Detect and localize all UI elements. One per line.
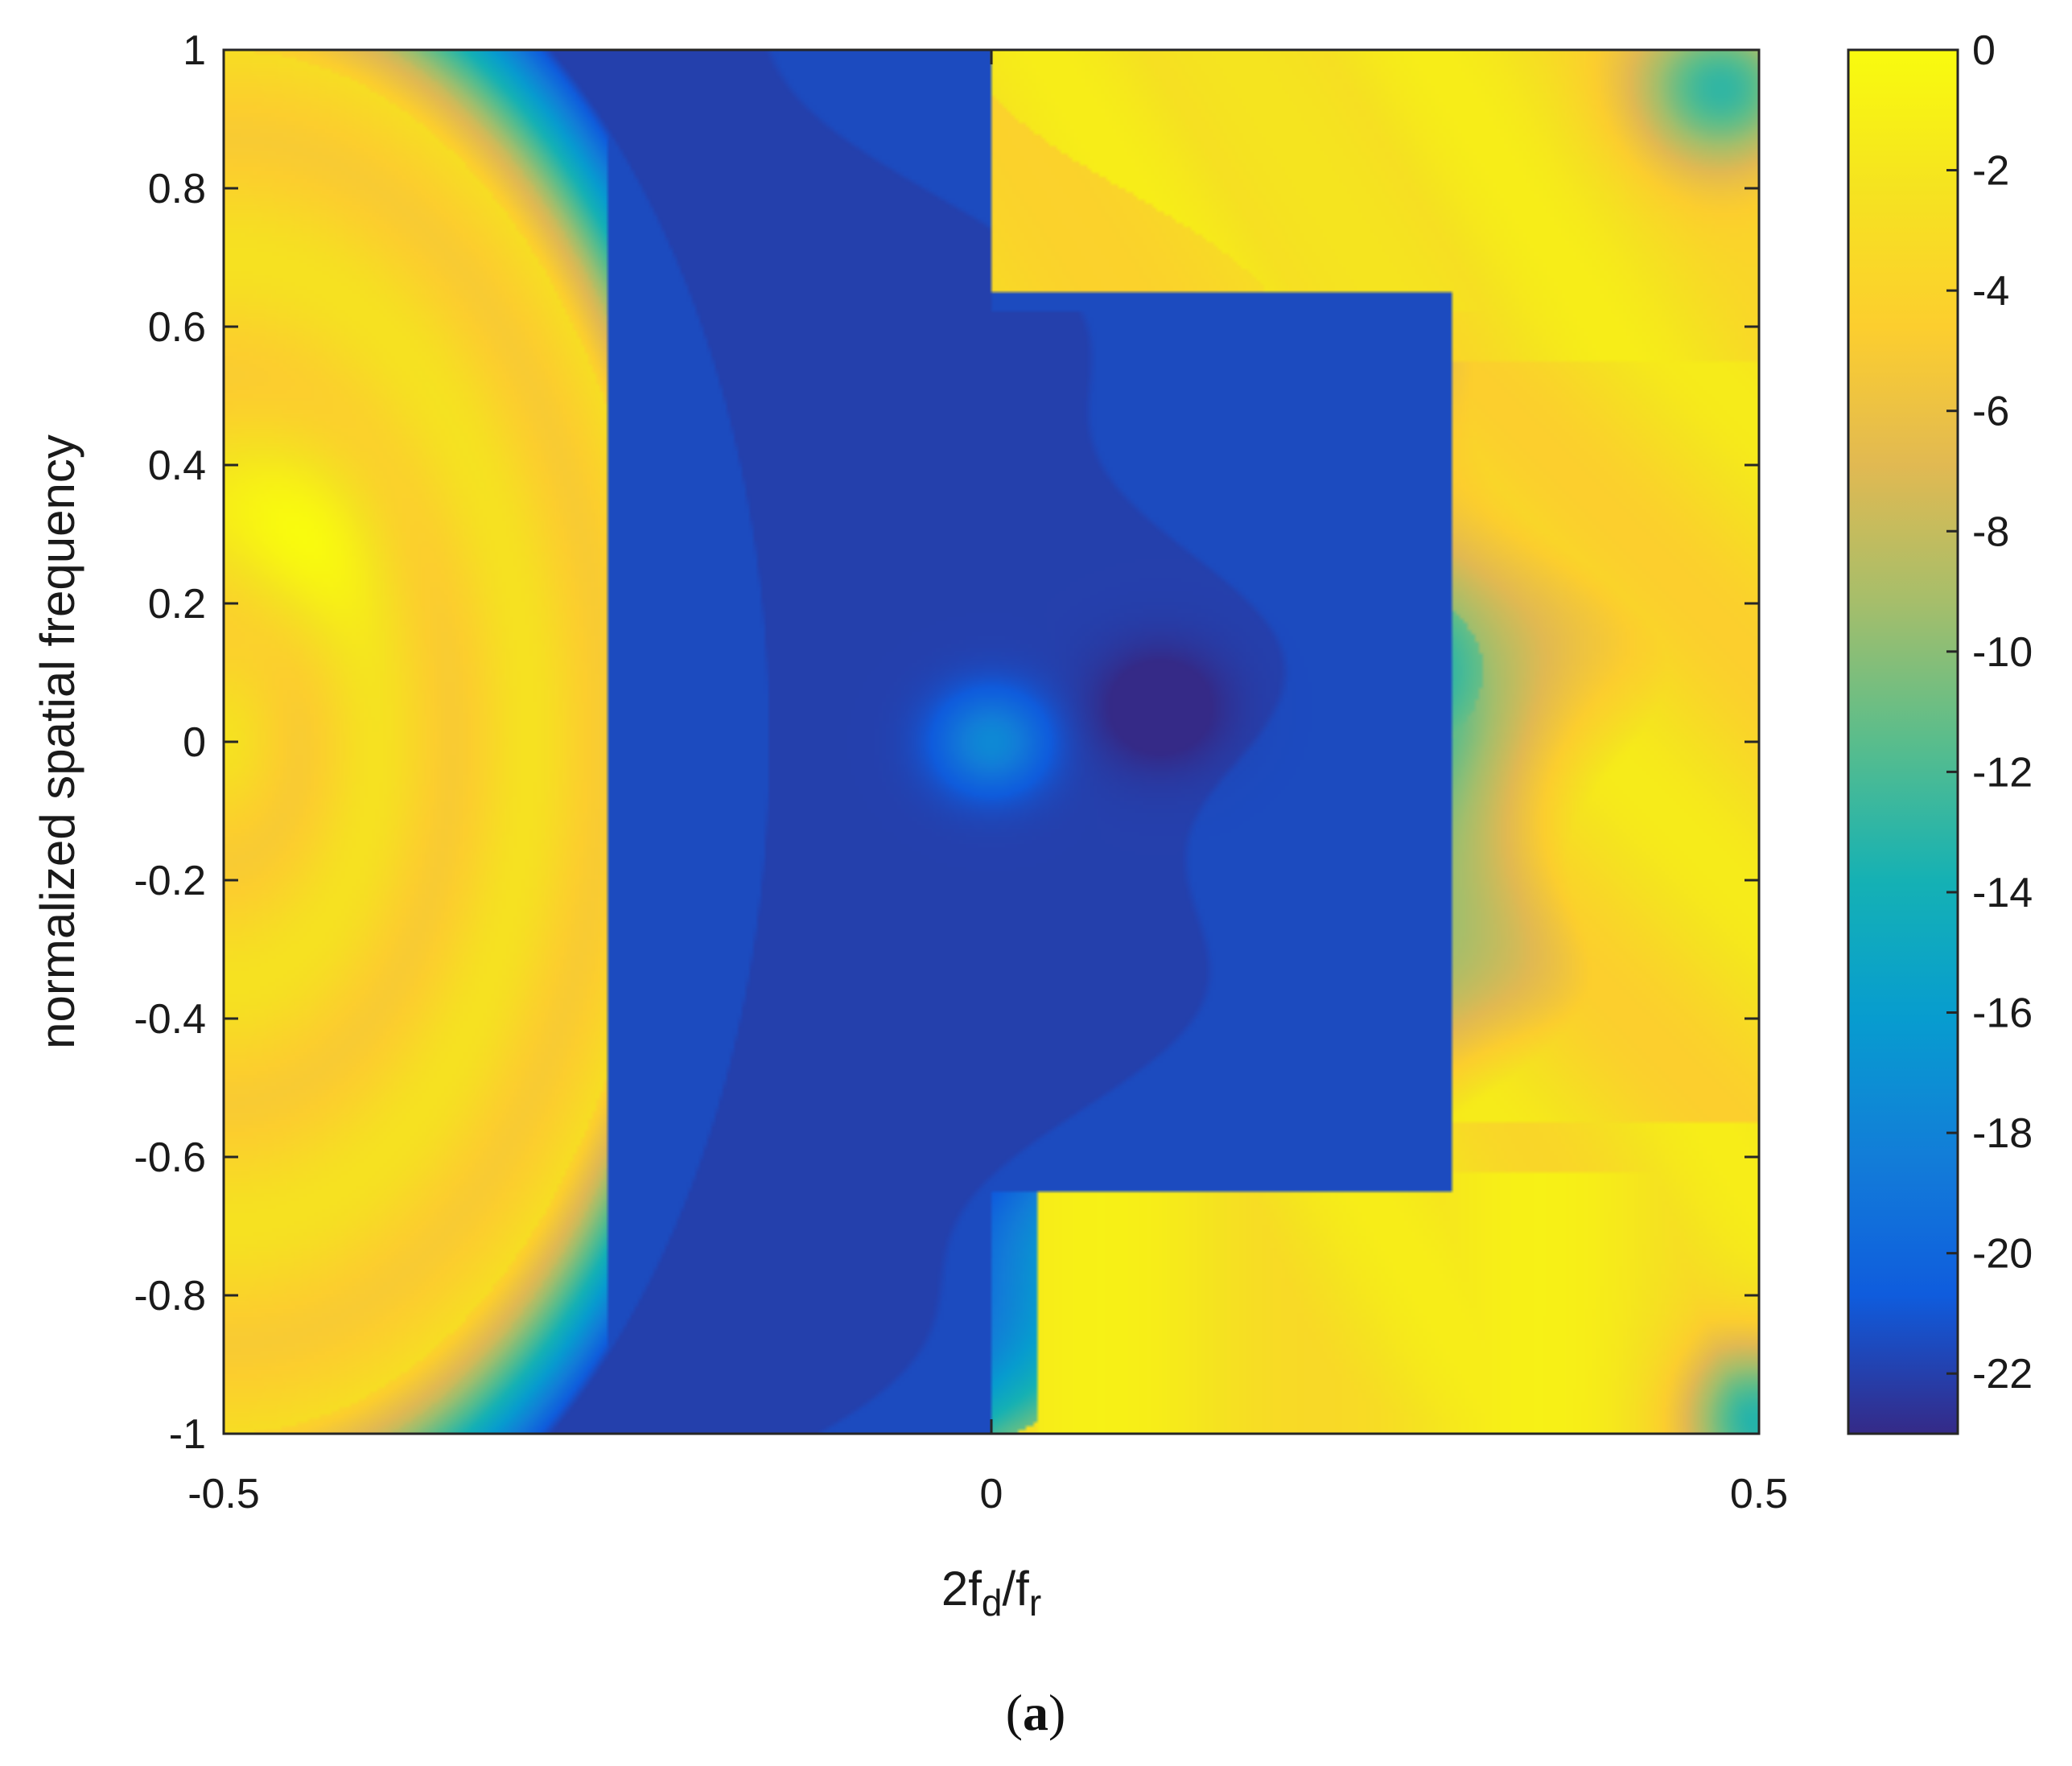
panel-label: (a): [1006, 1684, 1066, 1741]
colorbar-fill: [1848, 50, 1958, 1434]
y-tick-label: -0.8: [134, 1273, 206, 1319]
colorbar-tick-label: -16: [1972, 990, 2033, 1037]
colorbar-tick-label: -22: [1972, 1351, 2033, 1398]
y-tick-label: 0.6: [148, 304, 206, 351]
y-tick-label: 0.8: [148, 166, 206, 212]
y-tick-label: 0: [183, 719, 206, 766]
colorbar-tick-label: -10: [1972, 629, 2033, 676]
x-axis-ticks: -0.5 0 0.5: [187, 50, 1788, 1517]
y-tick-label: -0.4: [134, 996, 206, 1043]
y-tick-label: 0.4: [148, 443, 206, 489]
colorbar-tick-label: -8: [1972, 508, 2009, 555]
y-tick-label: -1: [169, 1411, 206, 1458]
colorbar: 0 -2 -4 -6 -8 -10 -12 -14 -16 -18 -20 -22: [1847, 27, 2033, 1435]
x-tick-label: 0: [980, 1471, 1003, 1517]
heatmap-plot: -0.5 0 0.5 10.80.60.40.20-0.2-0.4-0.6-0.8-…: [134, 27, 1788, 1517]
colorbar-ticks: 0 -2 -4 -6 -8 -10 -12 -14 -16 -18 -20 -22: [1946, 27, 2033, 1398]
y-tick-label: 0.2: [148, 581, 206, 628]
y-tick-label: -0.2: [134, 858, 206, 904]
x-tick-label: -0.5: [187, 1471, 260, 1517]
colorbar-tick-label: -4: [1972, 268, 2009, 315]
colorbar-tick-label: -14: [1972, 870, 2033, 916]
colorbar-tick-label: 0: [1972, 27, 1996, 74]
y-tick-label: 1: [183, 27, 206, 74]
y-axis-label: normalized spatial frequency: [31, 434, 84, 1049]
y-tick-label: -0.6: [134, 1134, 206, 1181]
y-axis-ticks: 1 0.8 0.6 0.4 0.2 0 -0.2 -0.4 -0.6 -0.8 -1: [134, 27, 1759, 1458]
colorbar-tick-label: -6: [1972, 389, 2009, 435]
colorbar-frame: [1847, 48, 1959, 1435]
heatmap-image: [224, 50, 1759, 1434]
colorbar-tick-label: -12: [1972, 749, 2033, 796]
colorbar-tick-label: -18: [1972, 1110, 2033, 1157]
colorbar-tick-label: -2: [1972, 148, 2009, 195]
colorbar-tick-label: -20: [1972, 1231, 2033, 1278]
x-axis-label: 2fd/fr: [941, 1562, 1041, 1624]
x-tick-label: 0.5: [1730, 1471, 1788, 1517]
